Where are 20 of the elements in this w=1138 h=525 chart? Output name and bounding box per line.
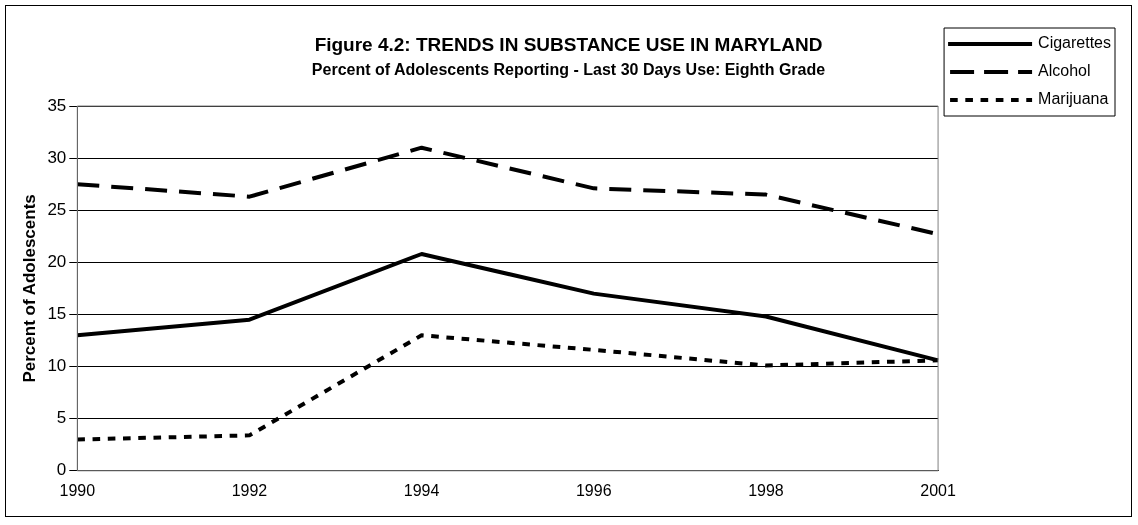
- legend-label: Marijuana: [1038, 90, 1109, 108]
- chart-subtitle: Percent of Adolescents Reporting - Last 30 Days Use: Eighth Grade: [311, 60, 826, 78]
- y-tick-label: 30: [47, 147, 67, 167]
- y-tick-label: 15: [47, 304, 67, 324]
- x-tick-label: 2001: [920, 481, 956, 499]
- x-tick-label: 1998: [748, 481, 784, 499]
- x-tick-label: 1990: [59, 481, 96, 499]
- legend-label: Alcohol: [1038, 62, 1091, 80]
- y-tick-label: 10: [47, 356, 67, 376]
- x-tick-label: 1992: [231, 481, 268, 499]
- chart-title: Figure 4.2: TRENDS IN SUBSTANCE USE IN MARYLAND: [314, 33, 823, 55]
- y-axis-title: Percent of Adolescents: [19, 194, 39, 383]
- y-tick-label: 25: [47, 199, 67, 219]
- y-tick-label: 5: [56, 408, 67, 428]
- x-tick-label: 1994: [403, 481, 440, 499]
- y-tick-label: 0: [56, 460, 67, 480]
- y-tick-label: 35: [47, 95, 67, 115]
- legend-label: Cigarettes: [1038, 34, 1111, 52]
- x-tick-label: 1996: [575, 481, 612, 499]
- y-tick-label: 20: [47, 252, 67, 272]
